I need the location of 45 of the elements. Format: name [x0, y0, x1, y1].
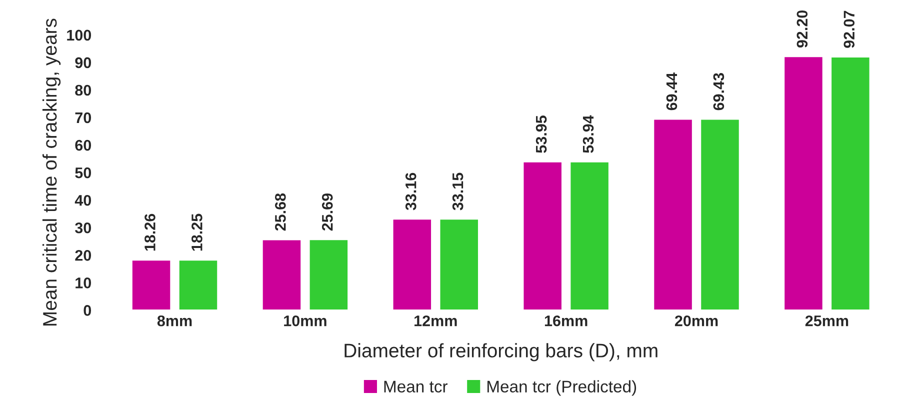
data-label: 33.16 — [405, 172, 416, 210]
bar — [700, 118, 740, 310]
bar — [438, 218, 480, 310]
data-label: 33.15 — [452, 172, 464, 210]
bar — [178, 259, 218, 310]
data-label: 92.07 — [844, 10, 855, 48]
y-tick-label: 30 — [74, 222, 92, 234]
data-label: 69.43 — [713, 73, 724, 110]
x-tick-label: 25mm — [805, 315, 848, 326]
data-label: 25.69 — [322, 193, 333, 231]
bar — [652, 118, 694, 310]
y-tick-label: 10 — [76, 278, 92, 288]
y-tick-label: 0 — [84, 305, 92, 316]
y-axis-title: Mean critical time of cracking, years — [42, 18, 61, 326]
data-label: 18.26 — [144, 214, 156, 251]
y-tick-label: 80 — [75, 84, 92, 96]
data-label: 53.94 — [582, 115, 594, 153]
bar — [569, 161, 610, 310]
x-tick-label: 10mm — [284, 315, 326, 326]
legend-label: Mean tcr (Predicted) — [487, 380, 636, 396]
data-label: 18.25 — [192, 214, 202, 251]
y-tick-label: 100 — [67, 30, 92, 41]
y-tick-label: 90 — [75, 57, 92, 68]
data-label: 53.95 — [536, 116, 547, 153]
bar — [522, 160, 563, 310]
bar — [392, 218, 432, 310]
y-tick-label: 20 — [75, 250, 92, 261]
bar — [261, 238, 302, 310]
data-label: 92.20 — [796, 10, 808, 48]
bar — [830, 56, 871, 310]
y-tick-label: 40 — [74, 194, 92, 206]
y-tick-label: 50 — [75, 167, 92, 178]
x-tick-label: 12mm — [414, 315, 457, 326]
y-tick-label: 60 — [75, 140, 92, 151]
y-tick-label: 70 — [75, 112, 92, 124]
x-tick-label: 8mm — [157, 315, 192, 326]
data-label: 25.68 — [275, 193, 286, 231]
x-tick-label: 16mm — [544, 315, 588, 326]
legend-label: Mean tcr — [384, 380, 448, 392]
bar — [308, 238, 349, 310]
x-axis-title: Diameter of reinforcing bars (D), mm — [344, 343, 658, 362]
x-tick-label: 20mm — [674, 315, 718, 326]
bar — [131, 259, 172, 310]
bar — [783, 56, 824, 310]
data-label: 69.44 — [666, 72, 678, 110]
